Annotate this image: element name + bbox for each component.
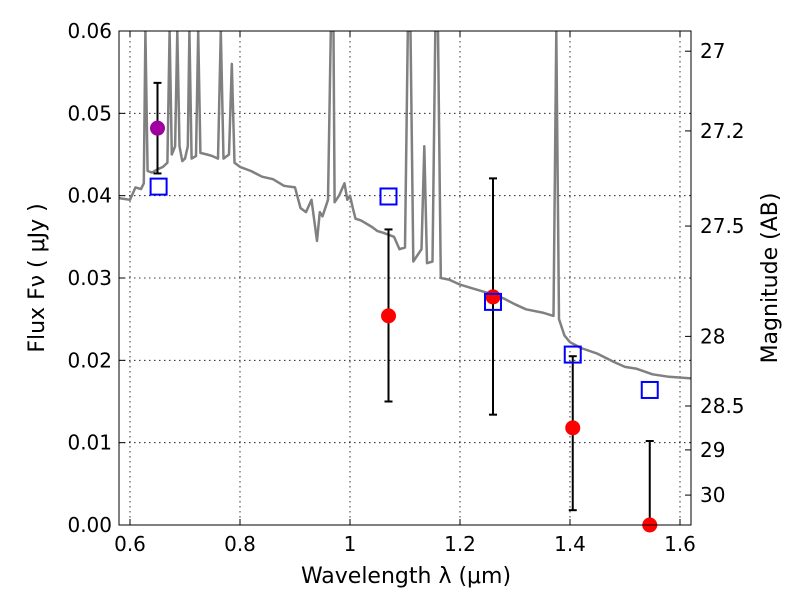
model-spectrum: [119, 31, 691, 380]
y-tick-label: 0.04: [67, 184, 112, 208]
y-tick-label: 0.01: [67, 431, 112, 455]
x-tick-label: 1: [344, 532, 357, 556]
grid-lines: [119, 30, 691, 526]
synthetic-flux-point: [379, 187, 398, 206]
magnitude-tick-label: 27: [700, 39, 725, 63]
y-tick-labels: 0.00 0.01 0.02 0.03 0.04 0.05 0.06: [67, 19, 112, 537]
observed-flux-point: [150, 120, 165, 136]
y-tick-label: 0.02: [67, 348, 112, 372]
y-tick-label: 0.03: [67, 266, 112, 290]
synthetic-flux-point: [563, 345, 582, 364]
y-tick-label: 0.06: [67, 19, 112, 43]
observed-points: [150, 120, 658, 533]
y-tick-label: 0.05: [67, 101, 112, 125]
x-tick-label: 1.2: [444, 532, 476, 556]
synthetic-flux-point: [149, 177, 168, 196]
magnitude-tick-label: 28.5: [700, 394, 745, 418]
magnitude-tick-label: 29: [700, 438, 725, 462]
x-tick-labels: 0.6 0.8 1 1.2 1.4 1.6: [114, 532, 696, 556]
x-tick-label: 0.6: [114, 532, 146, 556]
model-spectrum-line: [119, 31, 691, 380]
x-tick-label: 1.6: [664, 532, 696, 556]
magnitude-tick-label: 30: [700, 483, 725, 507]
x-axis-title: Wavelength λ (μm): [301, 564, 511, 589]
synthetic-flux-point: [484, 292, 502, 311]
observed-flux-point: [565, 420, 581, 436]
x-tick-label: 1.4: [554, 532, 586, 556]
y2-axis-title: Magnitude (AB): [758, 193, 783, 364]
synthetic-flux-point: [640, 380, 659, 399]
magnitude-tick-label: 27.5: [700, 214, 745, 238]
magnitude-tick-label: 28: [700, 324, 725, 348]
observed-flux-point: [381, 308, 396, 324]
x-tick-label: 0.8: [224, 532, 256, 556]
synthetic-points: [149, 177, 659, 399]
y-tick-label: 0.00: [67, 513, 112, 537]
tick-marks: [119, 30, 691, 526]
observed-flux-point: [485, 289, 501, 305]
magnitude-tick-labels: 27 27.2 27.5 28 28.5 29 30: [700, 39, 745, 507]
magnitude-tick-label: 27.2: [700, 119, 745, 143]
y-axis-title: Flux Fν ( μJy ): [25, 203, 50, 352]
